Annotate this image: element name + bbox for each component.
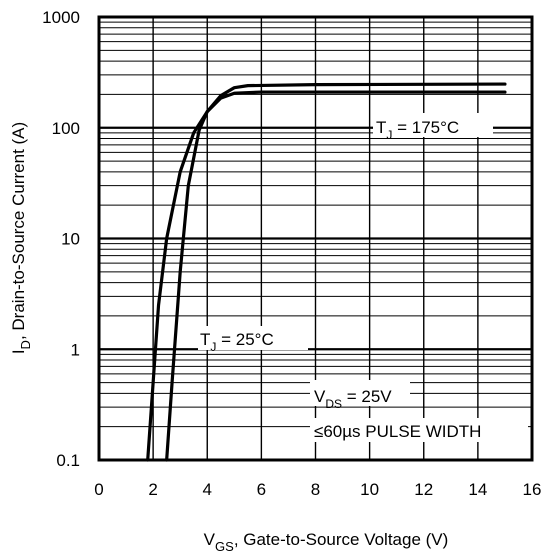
svg-text:TJ = 175°C: TJ = 175°C xyxy=(376,118,459,142)
y-axis-label-sub: D xyxy=(18,340,33,349)
anno-vds-rest: = 25V xyxy=(342,387,392,406)
anno-tj175-rest: = 175°C xyxy=(392,118,459,137)
x-tick-label: 4 xyxy=(203,480,212,499)
x-axis-label-main: V xyxy=(204,530,216,549)
x-axis-label: VGS, Gate-to-Source Voltage (V) xyxy=(204,530,449,554)
anno-vds-main: V xyxy=(314,387,326,406)
anno-tj25-rest: = 25°C xyxy=(216,330,273,349)
y-axis-label: ID, Drain-to-Source Current (A) xyxy=(9,122,33,354)
x-tick-label: 14 xyxy=(468,480,487,499)
y-tick-label: 0.1 xyxy=(56,451,80,470)
anno-tj175-sub: J xyxy=(386,128,392,142)
annotation-tj-175: TJ = 175°C xyxy=(373,113,493,142)
y-tick-label: 100 xyxy=(52,119,80,138)
series-group xyxy=(146,82,507,462)
annotation-tj-25: TJ = 25°C xyxy=(198,326,308,354)
x-axis-label-rest: , Gate-to-Source Voltage (V) xyxy=(234,530,449,549)
svg-text:VDS = 25V: VDS = 25V xyxy=(314,387,392,411)
annotation-vds: VDS = 25V xyxy=(310,380,410,411)
x-axis-label-sub: GS xyxy=(215,539,234,554)
plot-frame xyxy=(97,15,534,462)
series-line-1 xyxy=(146,90,507,462)
y-tick-labels: 0.1 1 10 100 1000 xyxy=(42,8,80,470)
series-line-2 xyxy=(165,82,507,462)
anno-tj175-main: T xyxy=(376,118,386,137)
anno-pulse-text: ≤60µs PULSE WIDTH xyxy=(314,422,481,441)
anno-tj25-main: T xyxy=(200,330,210,349)
x-tick-label: 0 xyxy=(94,480,103,499)
x-tick-label: 8 xyxy=(311,480,320,499)
svg-text:TJ = 25°C: TJ = 25°C xyxy=(200,330,274,354)
x-tick-label: 16 xyxy=(523,480,542,499)
x-tick-label: 2 xyxy=(148,480,157,499)
y-tick-label: 1 xyxy=(71,340,80,359)
x-tick-label: 10 xyxy=(360,480,379,499)
y-axis-label-rest: , Drain-to-Source Current (A) xyxy=(9,122,28,340)
annotation-pulse-width: ≤60µs PULSE WIDTH xyxy=(310,418,528,442)
y-axis-label-main: I xyxy=(9,349,28,354)
x-tick-labels: 0 2 4 6 8 10 12 14 16 xyxy=(94,480,541,499)
y-tick-label: 10 xyxy=(61,230,80,249)
x-tick-label: 6 xyxy=(257,480,266,499)
y-tick-label: 1000 xyxy=(42,8,80,27)
anno-tj25-sub: J xyxy=(210,340,216,354)
anno-vds-sub: DS xyxy=(325,397,342,411)
x-tick-label: 12 xyxy=(414,480,433,499)
